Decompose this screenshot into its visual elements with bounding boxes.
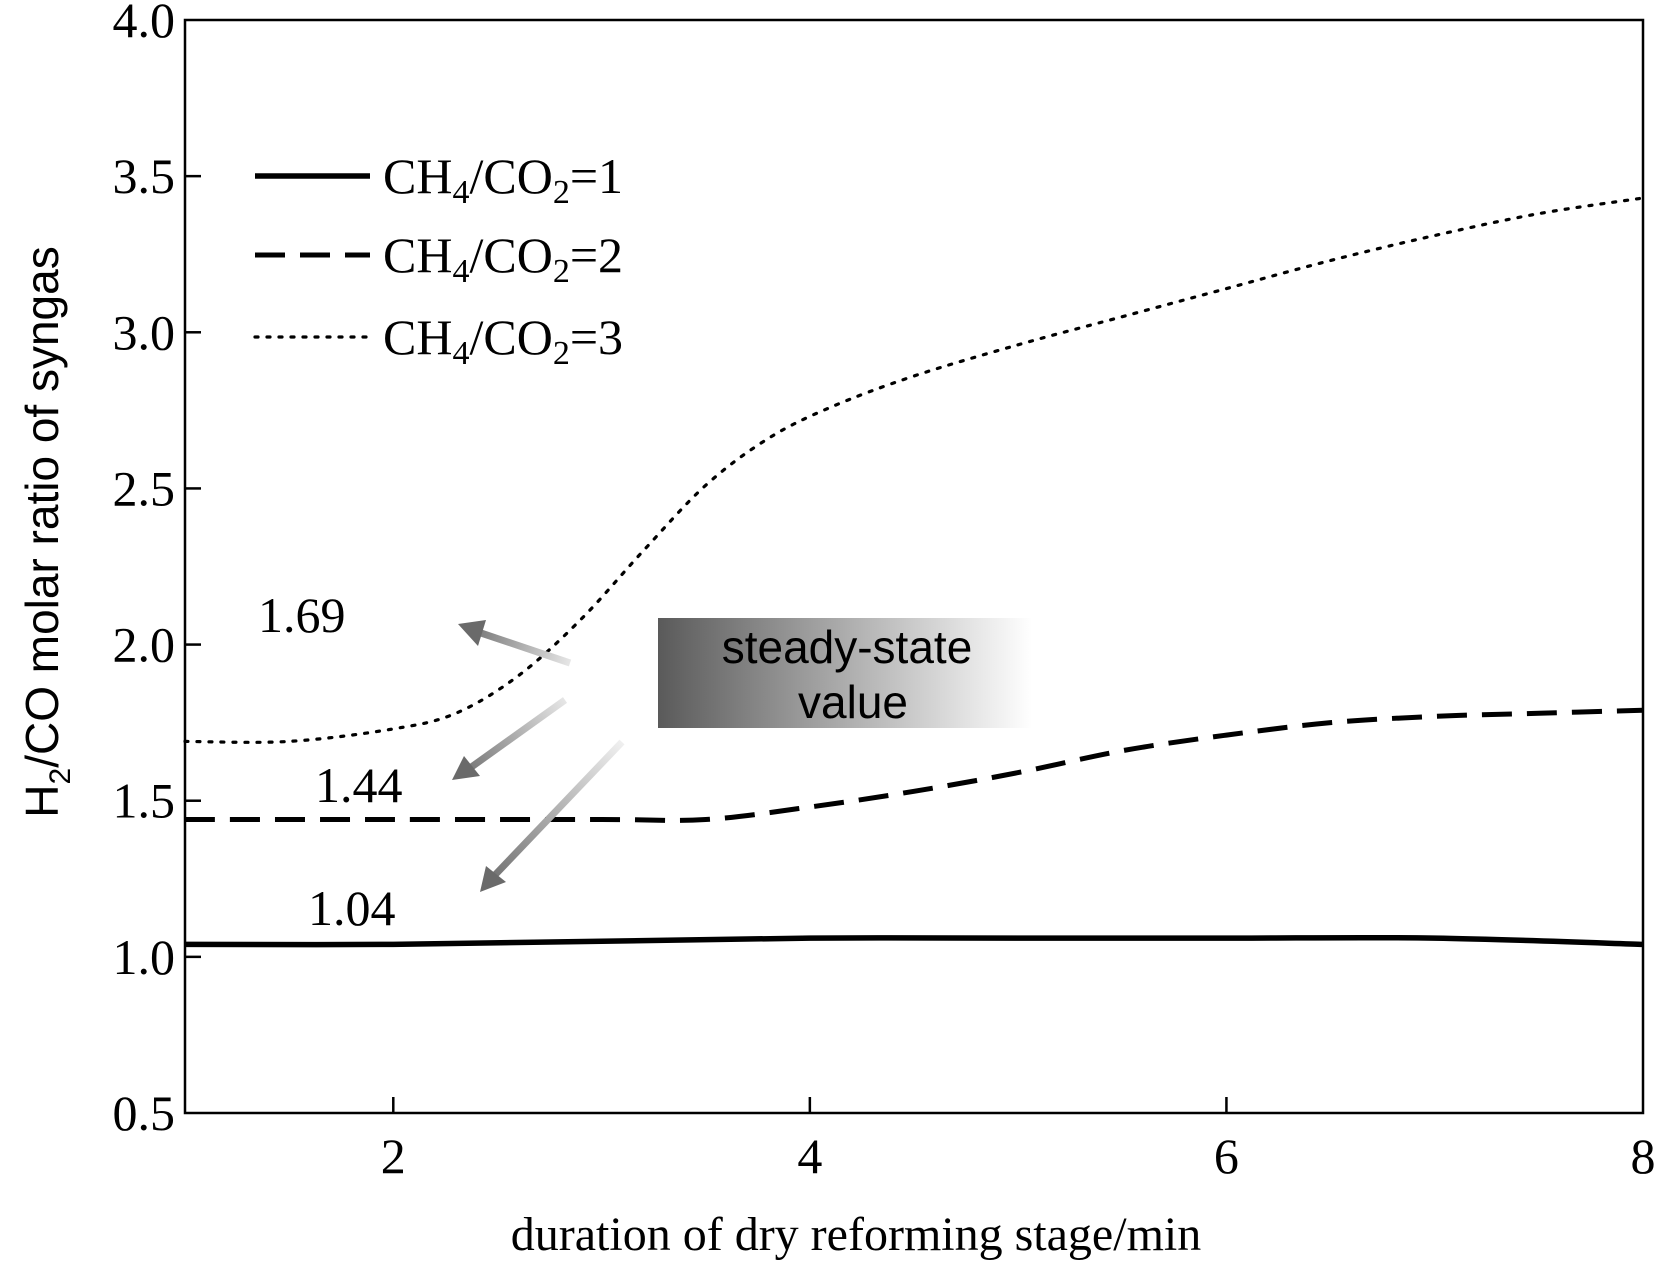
y-tick-label: 4.0: [113, 0, 176, 48]
series-line-3: [183, 196, 1645, 744]
arrow-to-1-44: [467, 697, 568, 771]
y-tick-label: 2.5: [113, 460, 176, 516]
y-tick-label: 1.0: [113, 929, 176, 985]
legend-text-part: 2: [553, 335, 570, 372]
annotation-box-line-1: steady-state: [722, 621, 973, 673]
y-tick-label: 3.5: [113, 148, 176, 204]
legend-text-part: /CO: [469, 309, 552, 365]
legend-text-part: 4: [452, 335, 469, 372]
legend-text-part: 4: [452, 174, 469, 211]
legend-label-3: CH4/CO2=3: [383, 309, 623, 372]
y-axis-label: H2/CO molar ratio of syngas: [16, 246, 77, 817]
y-tick-label: 3.0: [113, 304, 176, 360]
x-tick-label: 4: [797, 1128, 822, 1184]
y-tick-label: 2.0: [113, 617, 176, 673]
arrowhead-1-69: [458, 620, 486, 646]
legend-text-part: 4: [452, 253, 469, 290]
plot-frame: [183, 18, 1645, 1115]
arrow-to-1-04: [491, 739, 625, 879]
legend-text-part: CH: [383, 148, 452, 204]
arrowhead-1-04: [480, 866, 506, 892]
y-axis-label-suffix: /CO molar ratio of syngas: [16, 246, 68, 768]
annotation-arrows: [452, 620, 625, 892]
series-line-1: [184, 934, 1644, 948]
arrow-to-1-69: [476, 628, 572, 667]
legend-label-1: CH4/CO2=1: [383, 148, 623, 211]
annotation-box: [658, 618, 1032, 728]
annotation-value-1-04: 1.04: [308, 880, 396, 936]
y-axis-ticks: 0.5 1.0 1.5 2.0 2.5 3.0 3.5 4.0: [113, 0, 201, 1141]
legend-text-part: =2: [570, 227, 623, 283]
legend-text-part: CH: [383, 309, 452, 365]
legend-text-part: =3: [570, 309, 623, 365]
legend-text-part: =1: [570, 148, 623, 204]
legend-text-part: /CO: [469, 148, 552, 204]
x-tick-label: 2: [381, 1128, 406, 1184]
annotation-value-1-44: 1.44: [315, 757, 403, 813]
x-axis-ticks: 2 4 6 8: [381, 1097, 1656, 1184]
legend-text-part: 2: [553, 253, 570, 290]
y-tick-label: 0.5: [113, 1085, 176, 1141]
x-axis-label: duration of dry reforming stage/min: [511, 1208, 1202, 1261]
legend-text-part: /CO: [469, 227, 552, 283]
arrowhead-1-44: [452, 756, 480, 780]
steady-state-annotation: steady-state value: [658, 618, 1032, 728]
legend-label-2: CH4/CO2=2: [383, 227, 623, 290]
legend-text-part: 2: [553, 174, 570, 211]
annotation-box-line-2: value: [798, 676, 908, 728]
x-tick-label: 8: [1631, 1128, 1656, 1184]
legend-text-part: CH: [383, 227, 452, 283]
y-axis-label-subscript: 2: [44, 768, 77, 785]
y-axis-label-prefix: H: [16, 784, 68, 817]
series-group: [183, 196, 1645, 948]
y-tick-label: 1.5: [113, 773, 176, 829]
x-tick-label: 6: [1214, 1128, 1239, 1184]
annotation-value-1-69: 1.69: [258, 587, 346, 643]
